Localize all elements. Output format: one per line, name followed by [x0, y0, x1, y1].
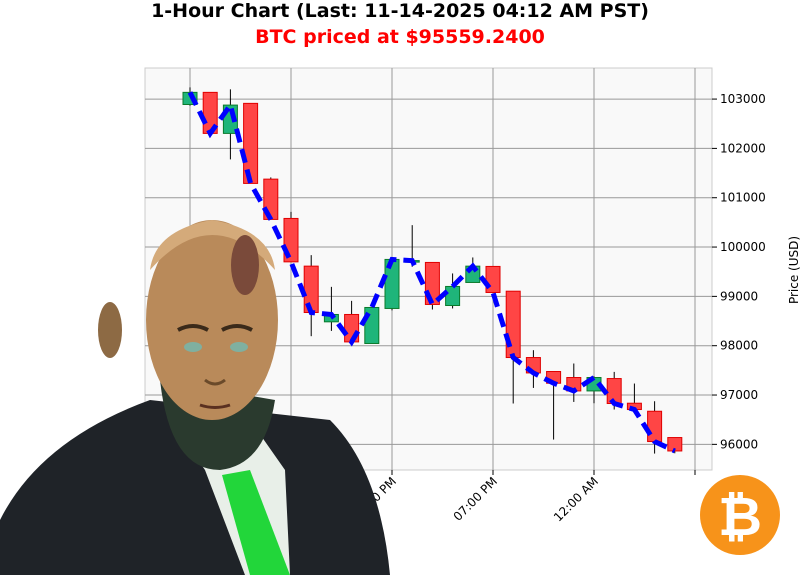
chart-title: 1-Hour Chart (Last: 11-14-2025 04:12 AM … [151, 0, 649, 22]
candle-body-down [647, 410, 663, 443]
y-tick-label: 96000 [720, 437, 758, 451]
x-tick-label: 07:00 PM [451, 474, 500, 523]
y-tick-label: 102000 [720, 141, 766, 155]
mascot-illustration [0, 220, 390, 575]
candle-body-down [505, 290, 521, 359]
y-tick-label: 103000 [720, 92, 766, 106]
candle-body-up [445, 285, 461, 307]
candle [243, 102, 259, 184]
x-tick-label: 12:00 AM [551, 474, 601, 524]
y-tick-label: 101000 [720, 191, 766, 205]
y-tick-label: 99000 [720, 289, 758, 303]
close-trend-line [187, 91, 676, 454]
y-axis-label: Price (USD) [787, 236, 800, 304]
candle [384, 258, 400, 311]
bitcoin-logo: ₿ [700, 475, 780, 555]
price-subtitle: BTC priced at $95559.2400 [255, 26, 545, 48]
y-tick-label: 97000 [720, 388, 758, 402]
y-tick-label: 98000 [720, 339, 758, 353]
svg-text:₿: ₿ [718, 485, 762, 548]
candle-body-down [243, 102, 259, 184]
y-tick-label: 100000 [720, 240, 766, 254]
